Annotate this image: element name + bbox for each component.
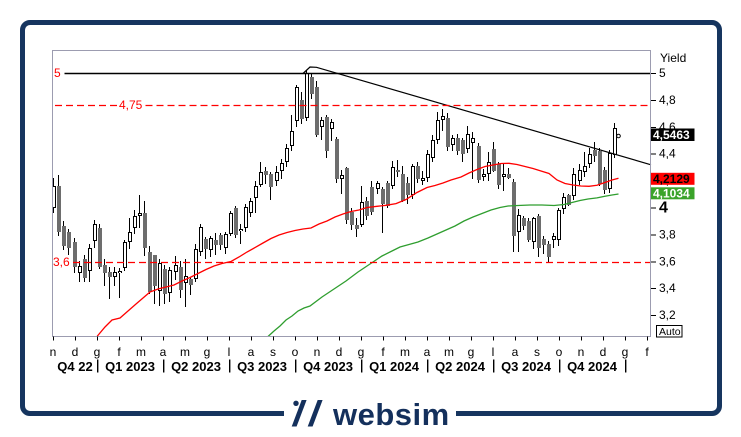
svg-text:Auto: Auto (659, 326, 681, 338)
svg-text:s: s (534, 345, 540, 359)
svg-text:4,2129: 4,2129 (653, 172, 690, 186)
svg-text:5: 5 (659, 66, 666, 80)
svg-text:3,6: 3,6 (53, 255, 70, 269)
svg-text:3,4: 3,4 (659, 281, 676, 295)
svg-text:m: m (444, 345, 454, 359)
svg-text:g: g (358, 345, 365, 359)
svg-text:o: o (556, 345, 563, 359)
svg-text:Q3 2023: Q3 2023 (237, 359, 287, 374)
svg-text:d: d (600, 345, 607, 359)
svg-text:n: n (314, 345, 321, 359)
svg-text:s: s (270, 345, 276, 359)
svg-text:m: m (400, 345, 410, 359)
svg-text:m: m (136, 345, 146, 359)
svg-text:d: d (336, 345, 343, 359)
svg-text:f: f (645, 345, 649, 359)
svg-text:4,1034: 4,1034 (653, 187, 690, 201)
svg-text:n: n (578, 345, 585, 359)
svg-text:Q4 22: Q4 22 (57, 359, 92, 374)
svg-text:l: l (228, 345, 231, 359)
svg-text:3,6: 3,6 (659, 254, 676, 268)
svg-text:4,5463: 4,5463 (653, 128, 690, 142)
svg-text:Q2 2023: Q2 2023 (171, 359, 221, 374)
svg-text:4: 4 (659, 200, 668, 217)
svg-text:a: a (512, 345, 519, 359)
svg-text:g: g (622, 345, 629, 359)
svg-text:4,4: 4,4 (659, 147, 676, 161)
svg-text:Q1 2023: Q1 2023 (105, 359, 155, 374)
svg-text:5: 5 (54, 66, 61, 80)
svg-text:3,2: 3,2 (659, 308, 676, 322)
svg-text:g: g (94, 345, 101, 359)
svg-text:o: o (292, 345, 299, 359)
svg-text:f: f (381, 345, 385, 359)
svg-text:a: a (248, 345, 255, 359)
svg-text:d: d (72, 345, 79, 359)
svg-text:m: m (180, 345, 190, 359)
svg-text:n: n (50, 345, 57, 359)
svg-text:Q1 2024: Q1 2024 (369, 359, 420, 374)
svg-text:f: f (117, 345, 121, 359)
svg-text:3,8: 3,8 (659, 227, 676, 241)
svg-text:Q2 2024: Q2 2024 (435, 359, 486, 374)
svg-text:a: a (160, 345, 167, 359)
svg-text:Q3 2024: Q3 2024 (501, 359, 552, 374)
svg-text:g: g (468, 345, 475, 359)
svg-text:Q4 2023: Q4 2023 (303, 359, 353, 374)
svg-text:Q4 2024: Q4 2024 (567, 359, 618, 374)
svg-text:4,8: 4,8 (659, 93, 676, 107)
svg-text:Yield: Yield (660, 51, 686, 65)
svg-text:a: a (424, 345, 431, 359)
svg-text:4,75: 4,75 (119, 98, 143, 112)
svg-text:g: g (204, 345, 211, 359)
svg-text:l: l (492, 345, 495, 359)
